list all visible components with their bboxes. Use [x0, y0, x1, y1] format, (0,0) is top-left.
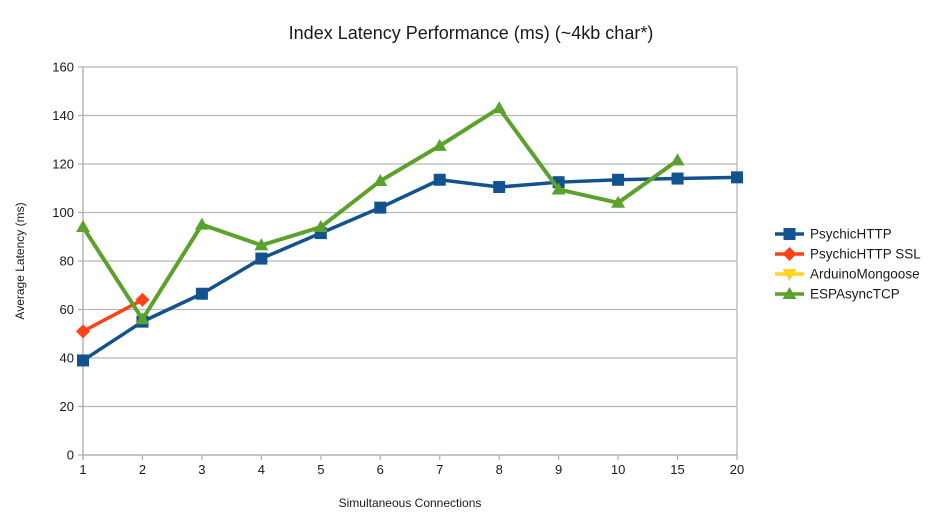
- x-axis-tick-labels: 1 2 3 4 5 6 7 8 9 10 15 20: [79, 462, 744, 477]
- legend-item: PsychicHTTP: [775, 227, 892, 242]
- data-point: [77, 354, 89, 367]
- data-point: [671, 172, 684, 185]
- y-axis-tick-labels: 0 20 40 60 80 100 120 140 160: [52, 60, 74, 463]
- data-point: [135, 312, 150, 325]
- y-tick-label: 100: [52, 205, 74, 220]
- data-point: [76, 324, 90, 339]
- x-tick-label: 8: [496, 462, 503, 477]
- legend-label: ArduinoMongoose: [810, 267, 920, 282]
- x-axis-title: Simultaneous Connections: [339, 496, 482, 510]
- x-tick-label: 2: [139, 462, 146, 477]
- series-line: [81, 106, 680, 322]
- legend: PsychicHTTP PsychicHTTP SSL ArduinoMongoos…: [775, 227, 921, 302]
- y-tick-label: 40: [60, 351, 74, 366]
- x-tick-label: 6: [377, 462, 384, 477]
- data-point: [551, 182, 566, 195]
- series-line: [81, 175, 739, 363]
- data-series-layer: [76, 101, 743, 367]
- data-point: [135, 292, 150, 307]
- legend-label: PsychicHTTP: [810, 227, 892, 242]
- x-tick-label: 20: [730, 462, 744, 477]
- data-point: [374, 201, 387, 214]
- x-tick-label: 7: [436, 462, 443, 477]
- data-point: [731, 171, 743, 184]
- data-point: [313, 220, 328, 233]
- x-tick-label: 4: [258, 462, 265, 477]
- y-tick-label: 120: [52, 157, 74, 172]
- x-tick-label: 10: [611, 462, 625, 477]
- x-tick-label: 9: [555, 462, 562, 477]
- data-point: [373, 173, 388, 186]
- legend-label: PsychicHTTP SSL: [810, 247, 921, 262]
- data-point: [255, 252, 268, 265]
- legend-item: ArduinoMongoose: [775, 267, 920, 282]
- y-tick-label: 140: [52, 108, 74, 123]
- legend-item: PsychicHTTP SSL: [775, 247, 921, 262]
- data-point: [195, 287, 208, 300]
- legend-marker-triangle-down: [782, 269, 797, 281]
- series-psychichttp: [77, 171, 743, 367]
- y-axis-title: Average Latency (ms): [13, 202, 27, 319]
- axes: [78, 66, 738, 460]
- y-tick-label: 60: [60, 302, 74, 317]
- data-point: [433, 173, 446, 186]
- x-tick-label: 1: [79, 462, 86, 477]
- x-tick-label: 3: [198, 462, 205, 477]
- data-point: [432, 138, 447, 151]
- y-tick-label: 160: [52, 60, 74, 75]
- data-point: [194, 217, 209, 230]
- legend-marker-diamond: [782, 247, 797, 261]
- data-point: [76, 220, 90, 233]
- legend-marker-triangle-up: [782, 287, 797, 299]
- x-tick-label: 15: [670, 462, 684, 477]
- series-espasynctcp: [76, 101, 685, 325]
- data-point: [611, 195, 626, 208]
- legend-item: ESPAsyncTCP: [775, 287, 900, 302]
- data-point: [493, 181, 506, 194]
- x-tick-label: 5: [317, 462, 324, 477]
- y-tick-label: 80: [60, 254, 74, 269]
- data-point: [612, 173, 625, 186]
- legend-marker-square: [783, 228, 796, 240]
- data-point: [254, 238, 269, 251]
- legend-label: ESPAsyncTCP: [810, 287, 900, 302]
- y-tick-label: 20: [60, 399, 74, 414]
- data-point: [492, 101, 507, 114]
- chart-title: Index Latency Performance (ms) (~4kb cha…: [289, 23, 654, 43]
- gridlines: [83, 66, 737, 408]
- data-point: [670, 153, 685, 166]
- y-tick-label: 0: [67, 448, 74, 463]
